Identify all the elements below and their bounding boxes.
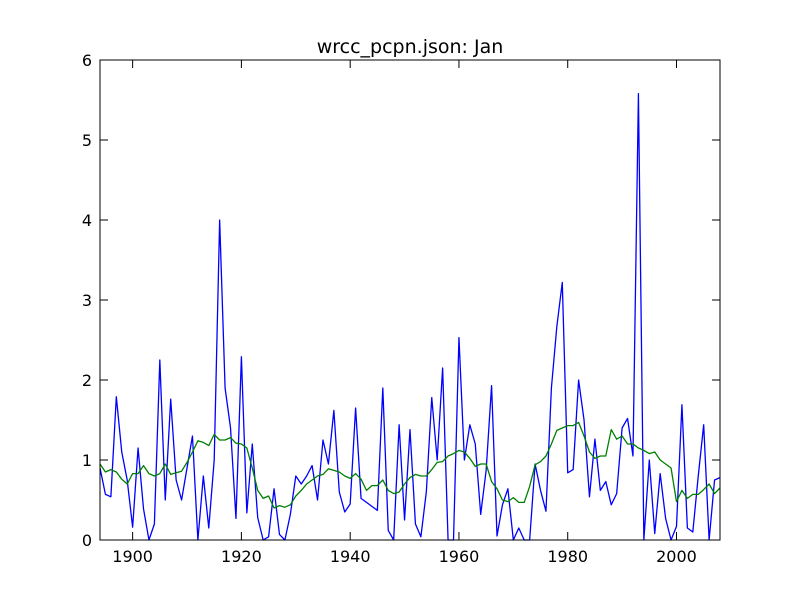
x-tick-label: 1920	[221, 547, 262, 566]
y-tick-label: 5	[82, 131, 92, 150]
series-line-1	[99, 421, 721, 509]
y-tick-label: 0	[82, 531, 92, 550]
chart-title: wrcc_pcpn.json: Jan	[317, 36, 504, 58]
y-tick-label: 4	[82, 211, 92, 230]
x-tick-label: 1960	[439, 547, 480, 566]
x-tick-label: 1980	[547, 547, 588, 566]
y-tick-label: 2	[82, 371, 92, 390]
y-tick-label: 3	[82, 291, 92, 310]
series-line-0	[99, 92, 721, 541]
ticks-layer: 1900 1920 1940 1960 1980 2000 0 1 2 3 4 5 6	[82, 51, 720, 566]
x-tick-label: 1940	[330, 547, 371, 566]
y-tick-label: 1	[82, 451, 92, 470]
series-layer	[99, 92, 721, 541]
y-tick-label: 6	[82, 51, 92, 70]
x-tick-label: 1900	[112, 547, 153, 566]
plot-frame	[99, 59, 721, 541]
x-tick-label: 2000	[656, 547, 697, 566]
